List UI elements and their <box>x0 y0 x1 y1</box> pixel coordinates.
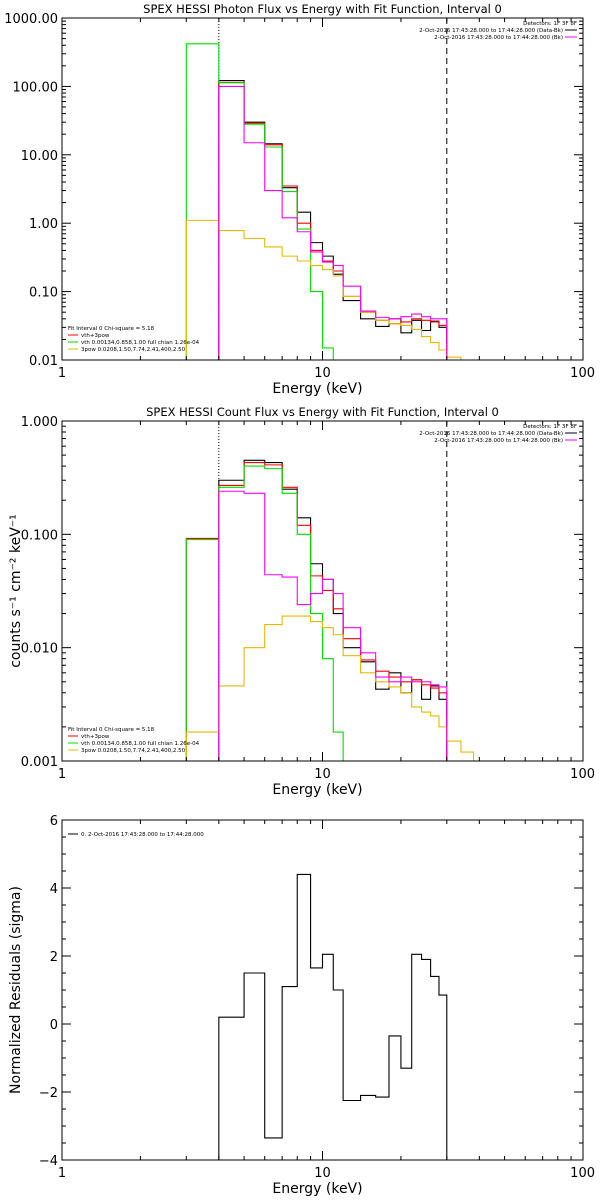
series-line-3 <box>185 615 475 761</box>
y-tick-label: 1.00 <box>29 217 58 232</box>
x-tick-label: 10 <box>314 366 331 381</box>
legend-detectors: Detectors: 1F 3F 8F <box>523 21 577 27</box>
y-tick-label: 6 <box>50 814 58 829</box>
y-tick-label: 10.00 <box>21 149 58 164</box>
y-tick-label: 0.10 <box>29 286 58 301</box>
x-axis-label: Energy (keV) <box>272 381 362 397</box>
series-line-3 <box>185 219 462 360</box>
y-tick-label: 0.01 <box>29 354 58 369</box>
legend-top-right: Detectors: 1F 3F 8F2-Oct-2016 17:43:28.0… <box>419 424 577 444</box>
legend-entry-label: vth 0.00134,0.858,1.00 full chian 1.26e-… <box>81 741 200 747</box>
y-tick-label: 0.001 <box>21 755 58 770</box>
series-line-0 <box>218 873 448 1160</box>
series-line-2 <box>185 43 334 360</box>
y-tick-label: 2 <box>50 950 58 965</box>
y-tick-label: 0 <box>50 1018 58 1033</box>
x-tick-label: 10 <box>314 767 331 782</box>
legend-entry-label: 2-Oct-2016 17:43:28.000 to 17:44:28.000 … <box>419 28 563 34</box>
x-axis-label: Energy (keV) <box>272 1181 362 1197</box>
legend-detectors: Detectors: 1F 3F 8F <box>523 424 577 430</box>
y-tick-label: −4 <box>39 1154 58 1169</box>
x-tick-label: 1 <box>58 767 66 782</box>
legend-entry-label: 2-Oct-2016 17:43:28.000 to 17:44:28.000 … <box>434 438 563 444</box>
photon-flux-panel: SPEX HESSI Photon Flux vs Energy with Fi… <box>4 2 595 397</box>
x-tick-label: 100 <box>570 1166 595 1181</box>
legend-top-left: 0. 2-Oct-2016 17:43:28.000 to 17:44:28.0… <box>68 832 204 838</box>
series-line-1 <box>185 461 448 761</box>
y-tick-label: 100.00 <box>13 80 59 95</box>
series-line-0 <box>218 79 448 360</box>
series-line-4 <box>218 85 448 360</box>
legend-entry-label: vth 0.00134,0.858,1.00 full chian 1.26e-… <box>81 340 200 346</box>
legend-bottom-left: Fit Interval 0 Chi-square = 5.18vth+3pow… <box>68 326 200 353</box>
x-tick-label: 100 <box>570 366 595 381</box>
y-tick-label: 1.000 <box>21 415 58 430</box>
legend-entry-label: 3pow 0.0208,1.50,7.74,2.41,400,2.50 <box>81 748 186 754</box>
plot-frame <box>61 819 584 1161</box>
legend-entry-label: vth+3pow <box>81 734 110 740</box>
y-axis-label: counts s⁻¹ cm⁻² keV⁻¹ <box>8 514 24 668</box>
x-tick-label: 10 <box>314 1166 331 1181</box>
legend-entry-label: 2-Oct-2016 17:43:28.000 to 17:44:28.000 … <box>434 35 563 41</box>
legend-top-right: Detectors: 1F 3F 8F2-Oct-2016 17:43:28.0… <box>419 21 577 41</box>
y-tick-label: 0.100 <box>21 528 58 543</box>
y-tick-label: −2 <box>39 1086 58 1101</box>
chart-title: SPEX HESSI Photon Flux vs Energy with Fi… <box>143 2 502 16</box>
legend-fit-header: Fit Interval 0 Chi-square = 5.18 <box>68 326 155 332</box>
legend-fit-header: Fit Interval 0 Chi-square = 5.18 <box>68 727 155 733</box>
residuals-panel: 1 10 100 −4 −2 0 2 4 6 Energy (keV) Normalized Res… <box>8 814 595 1197</box>
legend-bottom-left: Fit Interval 0 Chi-square = 5.18vth+3pow… <box>68 727 200 754</box>
y-tick-label: 4 <box>50 882 58 897</box>
series-line-2 <box>185 465 344 761</box>
series-line-4 <box>218 490 448 761</box>
y-tick-label: 1000.00 <box>4 12 58 27</box>
legend-entry-label: 0. 2-Oct-2016 17:43:28.000 to 17:44:28.0… <box>81 832 204 838</box>
x-axis-label: Energy (keV) <box>272 782 362 798</box>
chart-title: SPEX HESSI Count Flux vs Energy with Fit… <box>146 405 499 419</box>
series-line-0 <box>218 459 448 761</box>
x-tick-label: 1 <box>58 366 66 381</box>
legend-entry-label: vth+3pow <box>81 333 110 339</box>
x-tick-label: 1 <box>58 1166 66 1181</box>
legend-entry-label: 3pow 0.0208,1.50,7.74,2.41,400,2.50 <box>81 347 186 353</box>
legend-entry-label: 2-Oct-2016 17:43:28.000 to 17:44:28.000 … <box>419 431 563 437</box>
y-tick-label: 0.010 <box>21 642 58 657</box>
count-flux-panel: SPEX HESSI Count Flux vs Energy with Fit… <box>8 405 595 798</box>
x-tick-label: 100 <box>570 767 595 782</box>
y-axis-label: Normalized Residuals (sigma) <box>8 886 24 1094</box>
